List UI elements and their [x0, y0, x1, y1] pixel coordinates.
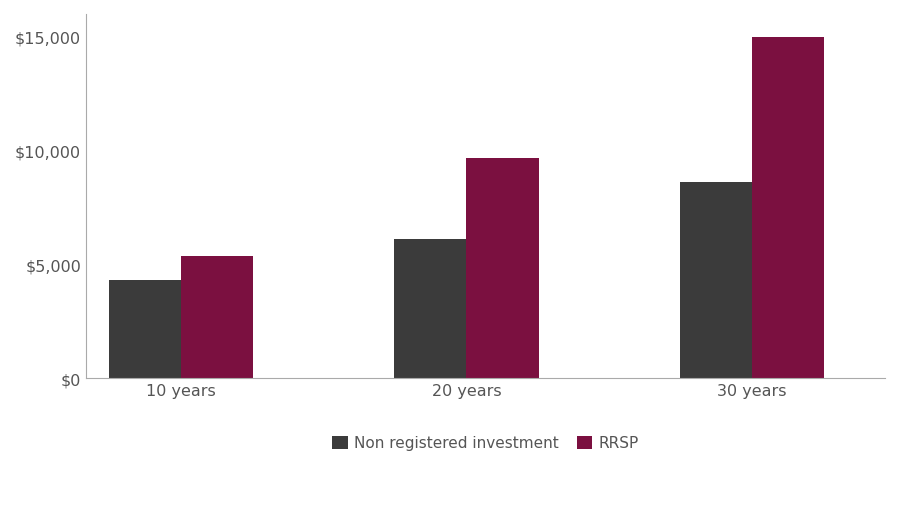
- Bar: [394, 240, 466, 378]
- Bar: [181, 257, 254, 378]
- Bar: [109, 281, 181, 378]
- Bar: [752, 38, 824, 378]
- Bar: [680, 183, 752, 378]
- Legend: Non registered investment, RRSP: Non registered investment, RRSP: [327, 429, 644, 457]
- Bar: [466, 159, 539, 378]
